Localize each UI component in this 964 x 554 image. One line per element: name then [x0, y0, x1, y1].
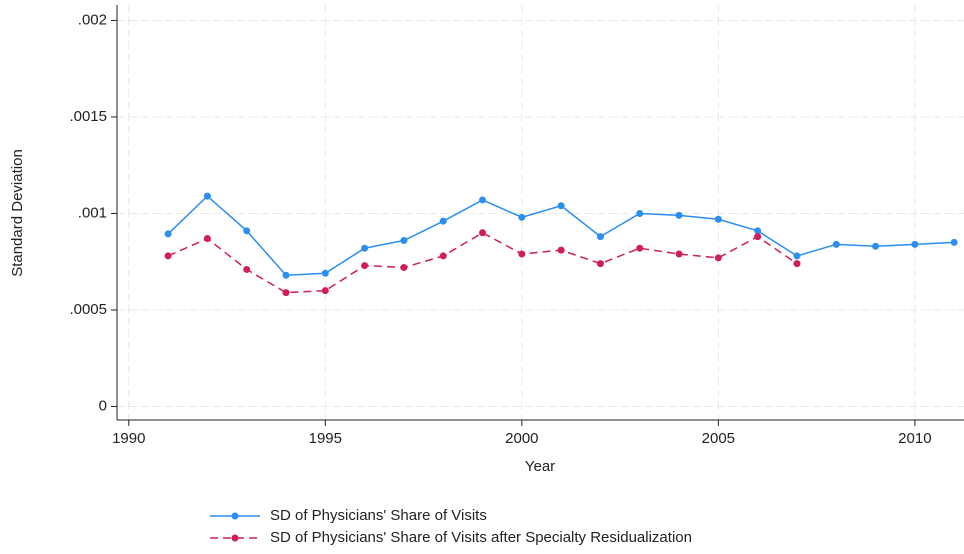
- data-point: [439, 252, 447, 260]
- data-point: [321, 287, 329, 295]
- data-point: [793, 252, 801, 260]
- data-point: [361, 262, 369, 270]
- x-tick-label: 2005: [702, 430, 735, 447]
- data-point: [636, 209, 644, 217]
- data-point: [282, 271, 290, 279]
- data-point: [832, 240, 840, 248]
- data-point: [243, 265, 251, 273]
- data-point: [321, 269, 329, 277]
- data-point: [203, 192, 211, 200]
- series-line: [167, 231, 798, 294]
- y-tick-label: .0005: [69, 301, 107, 318]
- data-point: [675, 211, 683, 219]
- data-point: [203, 235, 211, 243]
- x-tick-label: 2000: [505, 430, 538, 447]
- data-point: [400, 264, 408, 272]
- data-point: [243, 227, 251, 235]
- data-point: [754, 233, 762, 241]
- y-tick-label: .001: [78, 204, 107, 221]
- x-tick-label: 1990: [112, 430, 145, 447]
- data-point: [911, 240, 919, 248]
- data-point: [754, 227, 762, 235]
- x-axis-label: Year: [525, 458, 555, 475]
- y-axis-label: Standard Deviation: [9, 149, 26, 277]
- legend-label: SD of Physicians' Share of Visits: [270, 507, 487, 524]
- data-point: [950, 238, 958, 246]
- x-tick-label: 1995: [309, 430, 342, 447]
- data-point: [164, 252, 172, 260]
- legend-label: SD of Physicians' Share of Visits after …: [270, 529, 692, 546]
- data-point: [479, 229, 487, 237]
- data-point: [596, 233, 604, 241]
- legend-marker: [231, 512, 239, 520]
- data-point: [479, 196, 487, 204]
- data-point: [557, 202, 565, 210]
- data-point: [714, 215, 722, 223]
- legend-marker: [231, 534, 239, 542]
- x-tick-label: 2010: [898, 430, 931, 447]
- data-point: [518, 213, 526, 221]
- y-tick-label: 0: [99, 397, 107, 414]
- data-point: [872, 242, 880, 250]
- data-point: [714, 254, 722, 262]
- data-point: [164, 230, 172, 238]
- data-point: [439, 217, 447, 225]
- y-tick-label: .002: [78, 11, 107, 28]
- data-point: [636, 244, 644, 252]
- data-point: [557, 246, 565, 254]
- data-point: [361, 244, 369, 252]
- data-point: [675, 250, 683, 258]
- data-point: [518, 250, 526, 258]
- data-point: [793, 260, 801, 268]
- y-tick-label: .0015: [69, 108, 107, 125]
- data-point: [282, 289, 290, 297]
- data-point: [400, 236, 408, 244]
- data-point: [596, 260, 604, 268]
